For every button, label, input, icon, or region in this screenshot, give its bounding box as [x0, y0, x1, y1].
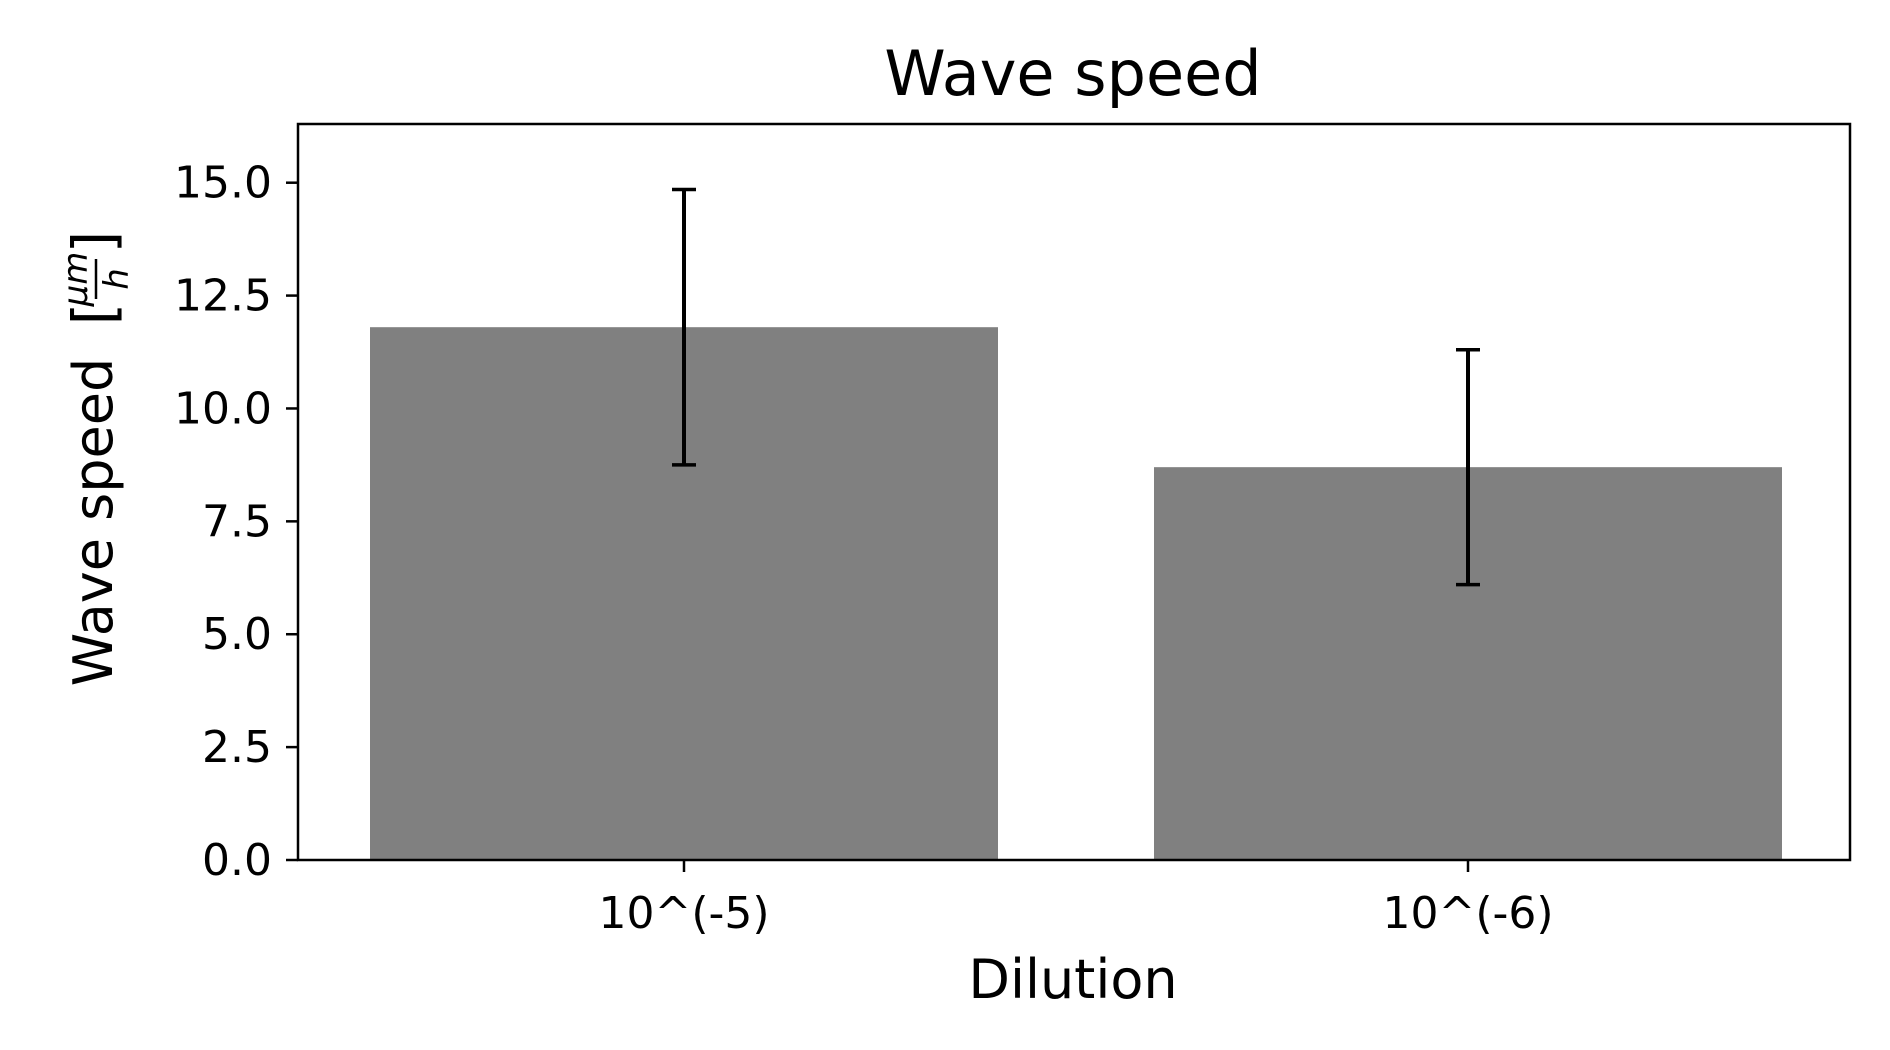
errorbars-layer [672, 187, 1480, 587]
y-tick-label: 2.5 [202, 722, 272, 773]
x-axis-label: Dilution [968, 948, 1177, 1011]
y-tick-label: 15.0 [174, 158, 272, 209]
y-tick-label: 0.0 [202, 835, 272, 886]
y-axis-label-open-bracket: [ [60, 303, 128, 326]
chart-title: Wave speed [884, 37, 1261, 110]
bars-layer [370, 327, 1782, 860]
y-axis-label-main: Wave speed [62, 358, 125, 687]
y-axis: 0.0 2.5 5.0 7.5 10.0 12.5 15.0 [174, 158, 298, 886]
y-tick-label: 12.5 [174, 271, 272, 322]
plot-frame [296, 122, 1852, 862]
y-axis-label-unit-denominator: h [97, 268, 137, 290]
x-tick-label: 10^(-5) [598, 888, 769, 939]
y-tick-label: 5.0 [202, 609, 272, 660]
x-axis: 10^(-5) 10^(-6) [598, 860, 1554, 939]
y-tick-label: 7.5 [202, 496, 272, 547]
y-axis-label: Wave speed [ μm h ] [56, 231, 137, 687]
y-tick-label: 10.0 [174, 383, 272, 434]
x-tick-label: 10^(-6) [1382, 888, 1553, 939]
y-axis-label-close-bracket: ] [60, 231, 128, 254]
y-axis-label-unit-numerator: μm [56, 252, 96, 308]
